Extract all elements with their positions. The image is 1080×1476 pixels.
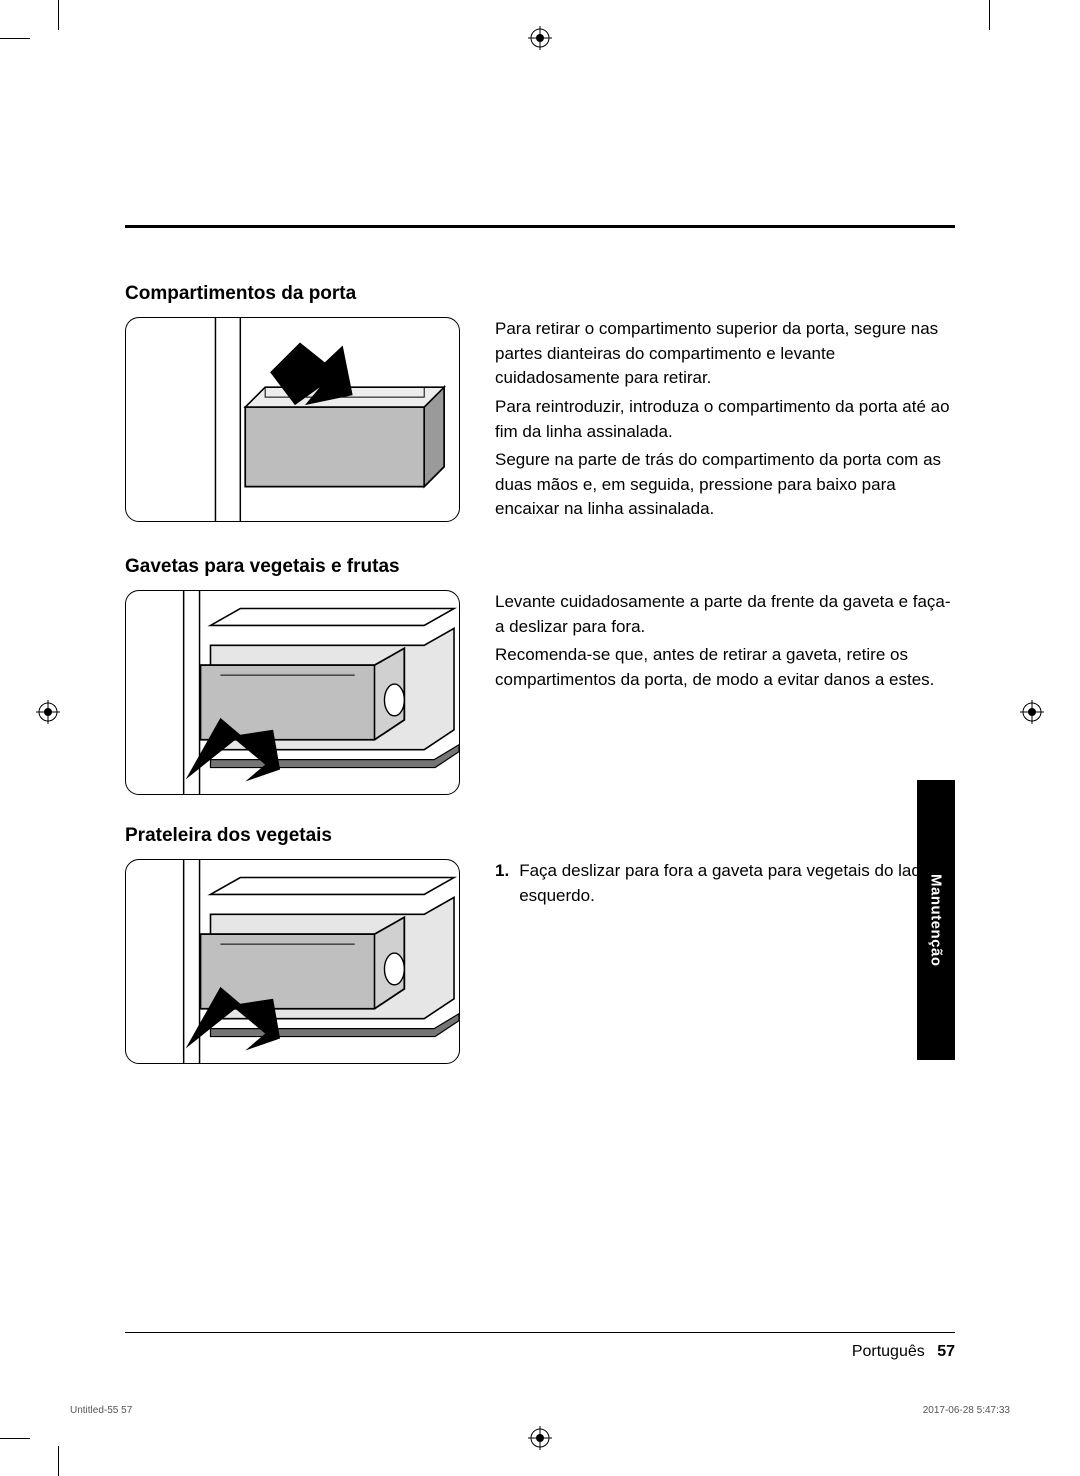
list-item: 1. Faça deslizar para fora a gaveta para… [495, 859, 955, 908]
page-footer: Português 57 [125, 1332, 955, 1361]
paragraph: Levante cuidadosamente a parte da frente… [495, 590, 955, 639]
footer-page-number: 57 [937, 1343, 955, 1360]
section-title: Compartimentos da porta [125, 283, 955, 305]
section-vegetable-drawers: Gavetas para vegetais e frutas [125, 556, 955, 795]
crop-mark [58, 1446, 59, 1476]
top-rule [125, 225, 955, 228]
list-text: Faça deslizar para fora a gaveta para ve… [519, 859, 955, 908]
figure-door-compartment [125, 317, 460, 522]
list-number: 1. [495, 859, 509, 908]
registration-mark-bottom [528, 1426, 552, 1450]
print-meta-left: Untitled-55 57 [70, 1405, 132, 1416]
section-title: Prateleira dos vegetais [125, 825, 955, 847]
section-text: 1. Faça deslizar para fora a gaveta para… [495, 859, 955, 908]
registration-mark-top [528, 26, 552, 50]
crop-mark [58, 0, 59, 30]
crop-mark [989, 0, 990, 30]
registration-mark-right [1020, 700, 1044, 724]
side-tab-label: Manutenção [928, 874, 945, 967]
section-vegetable-shelf: Prateleira dos vegetais 1. [125, 825, 955, 1064]
paragraph: Segure na parte de trás do compartimento… [495, 448, 955, 522]
figure-vegetable-shelf [125, 859, 460, 1064]
section-title: Gavetas para vegetais e frutas [125, 556, 955, 578]
print-meta-right: 2017-06-28 5:47:33 [923, 1405, 1010, 1416]
figure-vegetable-drawer [125, 590, 460, 795]
paragraph: Recomenda-se que, antes de retirar a gav… [495, 643, 955, 692]
section-text: Levante cuidadosamente a parte da frente… [495, 590, 955, 697]
page-content: Compartimentos da porta Para retirar o [125, 60, 955, 1340]
paragraph: Para reintroduzir, introduza o compartim… [495, 395, 955, 444]
footer-language: Português [852, 1343, 925, 1360]
section-text: Para retirar o compartimento superior da… [495, 317, 955, 526]
paragraph: Para retirar o compartimento superior da… [495, 317, 955, 391]
crop-mark [0, 38, 30, 39]
side-tab: Manutenção [917, 780, 955, 1060]
section-door-compartments: Compartimentos da porta Para retirar o [125, 283, 955, 526]
crop-mark [0, 1438, 30, 1439]
registration-mark-left [36, 700, 60, 724]
